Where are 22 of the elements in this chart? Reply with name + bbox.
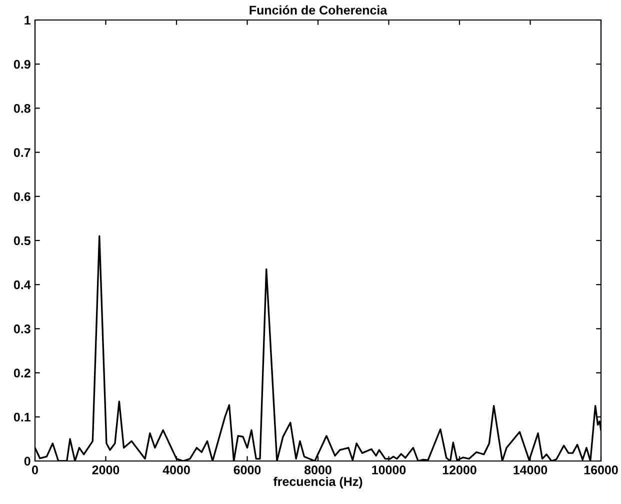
y-tick-label: 1 bbox=[24, 16, 30, 25]
y-tick-label: 0.2 bbox=[14, 368, 30, 378]
y-tick-label: 0.6 bbox=[14, 192, 30, 202]
x-tick-label: 10000 bbox=[372, 465, 406, 474]
x-tick-label: 6000 bbox=[234, 465, 261, 474]
x-tick-label: 0 bbox=[32, 465, 38, 474]
x-tick-label: 2000 bbox=[92, 465, 120, 474]
y-tick-label: 0.9 bbox=[14, 60, 30, 69]
x-axis-title: frecuencia (Hz) bbox=[273, 476, 362, 488]
x-tick-label: 16000 bbox=[584, 465, 618, 474]
y-tick-label: 0.1 bbox=[14, 412, 30, 422]
y-tick-label: 0.4 bbox=[14, 280, 31, 290]
x-tick-label: 14000 bbox=[514, 465, 548, 474]
x-tick-label: 8000 bbox=[304, 465, 332, 474]
chart-title: Función de Coherencia bbox=[250, 5, 388, 15]
y-tick-label: 0.8 bbox=[14, 104, 30, 113]
x-tick-label: 4000 bbox=[162, 465, 190, 474]
y-tick-label: 0.3 bbox=[14, 324, 30, 334]
y-tick-label: 0 bbox=[24, 456, 30, 466]
y-tick-label: 0.5 bbox=[14, 236, 30, 246]
y-tick-label: 0.7 bbox=[14, 148, 30, 157]
x-tick-label: 12000 bbox=[442, 465, 476, 474]
